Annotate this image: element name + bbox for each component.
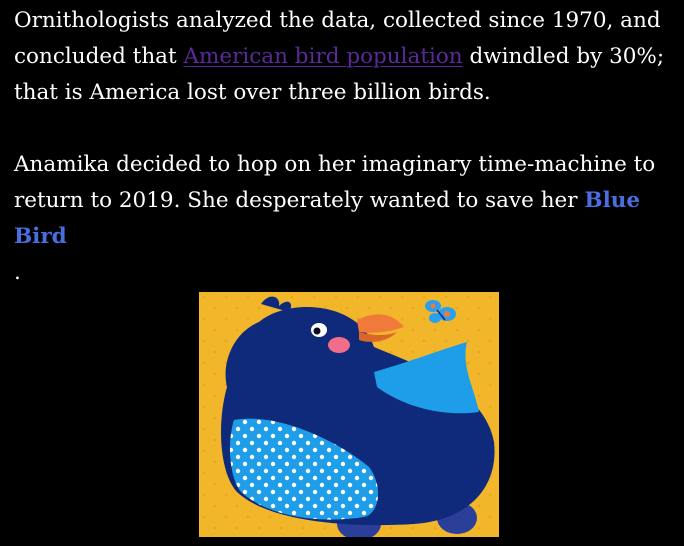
paragraph-anamika: Anamika decided to hop on her imaginary … xyxy=(14,147,678,291)
anamika-text-end: . xyxy=(14,260,21,285)
blue-bird-name: Blue Bird xyxy=(14,188,641,249)
blue-bird-picture xyxy=(199,292,499,537)
paragraph-intro: Ornithologists analyzed the data, collec… xyxy=(14,3,678,111)
blue-bird-illustration xyxy=(199,292,499,537)
american-bird-population-link[interactable]: American bird population xyxy=(183,44,463,69)
intro-text-end: dwindled by 30%; that is America lost ov… xyxy=(14,44,665,105)
anamika-text-start: Anamika decided to hop on her imaginary … xyxy=(14,152,656,213)
intro-text-start: Ornithologists analyzed the data, collec… xyxy=(14,8,661,69)
